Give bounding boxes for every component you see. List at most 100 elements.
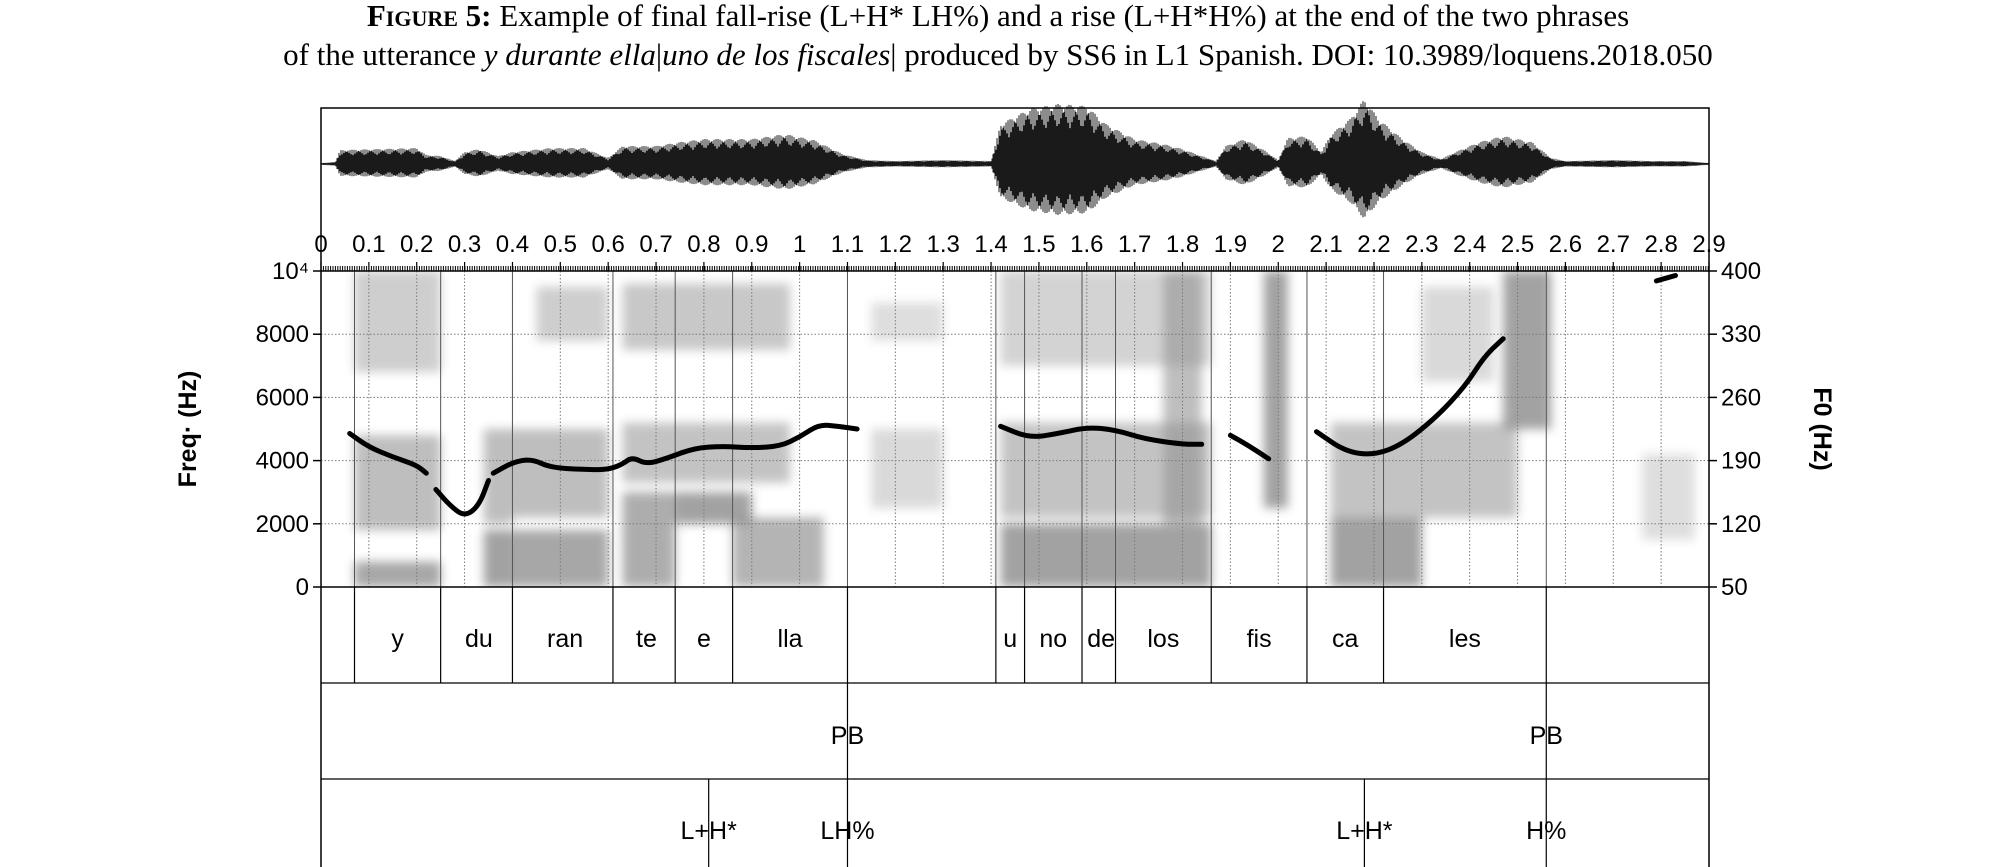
time-tick-label: 0.2 — [400, 231, 433, 258]
tier-label: los — [1147, 625, 1179, 653]
f0-contour-segment — [433, 478, 491, 517]
f0-contour-segment — [490, 422, 860, 476]
spectral-energy-band — [1330, 517, 1422, 587]
figure-frame — [320, 107, 1710, 867]
spectral-energy-band — [483, 530, 513, 587]
time-tick-label: 2.4 — [1453, 231, 1486, 258]
f0-contour-segment — [1227, 432, 1272, 462]
annotation-tiers: y du ran te e lla u no de los fis ca les PB PB L+H* LH% L… — [321, 587, 1709, 867]
time-tick-label: 1.6 — [1070, 231, 1103, 258]
time-tick-label: 2.1 — [1309, 231, 1342, 258]
time-tick-label: 2.6 — [1549, 231, 1582, 258]
tier-label: te — [636, 625, 657, 653]
tier-label: L+H* — [1336, 817, 1393, 845]
time-tick-label: 1.9 — [1214, 231, 1247, 258]
spectral-energy-band — [622, 283, 791, 350]
waveform-trace — [320, 101, 1710, 218]
tier-label: lla — [778, 625, 803, 653]
spectral-energy-band — [1000, 523, 1212, 587]
caption-separator-1: | — [655, 37, 663, 72]
caption-text-2a: of the utterance — [283, 37, 484, 72]
caption-text-1: Example of final fall-rise (L+H* LH%) an… — [499, 0, 1630, 33]
time-tick-label: 1.3 — [927, 231, 960, 258]
tier-label: H% — [1526, 817, 1566, 845]
tier-label: u — [1003, 625, 1017, 653]
f0-tick-label: 330 — [1721, 321, 1761, 348]
tier-label: L+H* — [681, 817, 738, 845]
tier-label: LH% — [820, 817, 874, 845]
spectral-energy-band — [1330, 422, 1518, 518]
time-tick-label: 2.3 — [1405, 231, 1438, 258]
figure-caption-line-1: Figure 5: Example of final fall-rise (L+… — [0, 0, 1996, 35]
figure-label: Figure 5: — [366, 0, 492, 33]
frequency-tick-label: 0 — [296, 574, 309, 601]
frequency-tick-label: 6000 — [256, 384, 309, 411]
time-tick-label: 0.7 — [639, 231, 672, 258]
time-tick-label: 0.6 — [591, 231, 624, 258]
tier-label: y — [391, 625, 404, 653]
time-tick-label: 1.2 — [879, 231, 912, 258]
waveform — [320, 101, 1710, 218]
f0-contour-segment — [347, 431, 429, 476]
spectral-energy-band — [354, 561, 441, 587]
spectral-energy-band — [1641, 454, 1695, 540]
f0-tick-label: 400 — [1721, 258, 1761, 285]
tier-label: PB — [831, 722, 864, 750]
time-tick-label: 1.4 — [974, 231, 1007, 258]
time-tick-label: 2.2 — [1357, 231, 1390, 258]
time-tick-label: 2.5 — [1501, 231, 1534, 258]
tier-label: no — [1039, 625, 1067, 653]
spectral-energy-band — [871, 302, 944, 341]
caption-phrase-2: uno de los fiscales — [662, 37, 891, 72]
f0-tick-label: 120 — [1721, 511, 1761, 538]
figure-caption-line-2: of the utterance y durante ella|uno de l… — [0, 36, 1996, 74]
spectrogram-axes: 0 0.1 0.2 0.3 0.4 0.5 0.6 0.7 0.8 0.9 1 1.1 1.2 1.3 1.… — [174, 231, 1836, 601]
f0-contour-segment — [1314, 336, 1506, 457]
time-tick-label: 0.1 — [352, 231, 385, 258]
tier-label: du — [465, 625, 493, 653]
spectral-energy-band — [622, 492, 676, 587]
tier-label: les — [1449, 625, 1481, 653]
spectral-energy-band — [871, 429, 944, 508]
spectral-energy-band — [512, 429, 609, 518]
time-tick-label: 2 — [1272, 231, 1285, 258]
time-tick-label: 1.1 — [831, 231, 864, 258]
time-tick-label: 0.4 — [496, 231, 529, 258]
frequency-tick-label: 10⁴ — [272, 258, 309, 285]
caption-phrase-1: y durante ella — [483, 37, 656, 72]
spectral-energy-band — [1421, 286, 1494, 382]
frequency-tick-label: 4000 — [256, 448, 309, 475]
spectral-energy-band — [1263, 271, 1288, 508]
frequency-axis-title: Freq· (Hz) — [174, 371, 202, 488]
time-tick-label: 0.9 — [735, 231, 768, 258]
tier-label: PB — [1530, 722, 1563, 750]
time-tick-label: 2.8 — [1644, 231, 1677, 258]
f0-tick-label: 50 — [1721, 574, 1748, 601]
spectral-energy-band — [1503, 271, 1552, 429]
frequency-tick-label: 8000 — [256, 321, 309, 348]
time-tick-label: 1.5 — [1022, 231, 1055, 258]
tier-label: de — [1087, 625, 1115, 653]
time-tick-label: 0.3 — [448, 231, 481, 258]
tier-label: fis — [1247, 625, 1272, 653]
time-tick-label: 1 — [793, 231, 806, 258]
f0-tick-label: 260 — [1721, 384, 1761, 411]
time-tick-label: 1.7 — [1118, 231, 1151, 258]
f0-tick-label: 190 — [1721, 448, 1761, 475]
spectral-energy-band — [354, 271, 441, 373]
f0-axis-title: F0 (Hz) — [1808, 387, 1836, 470]
spectral-energy-band — [622, 422, 791, 483]
caption-separator-2: | — [890, 37, 897, 72]
time-tick-label: 0.8 — [687, 231, 720, 258]
f0-contour-segment — [998, 423, 1205, 447]
tier-label: e — [697, 625, 711, 653]
spectral-energy-band — [536, 286, 609, 341]
tier-label: ca — [1332, 625, 1359, 653]
time-tick-label: 0.5 — [544, 231, 577, 258]
f0-contour — [347, 273, 1678, 517]
spectral-energy-band — [354, 435, 441, 531]
f0-contour-segment — [1653, 273, 1678, 284]
time-tick-label: 2.7 — [1597, 231, 1630, 258]
spectral-energy-band — [483, 429, 513, 524]
